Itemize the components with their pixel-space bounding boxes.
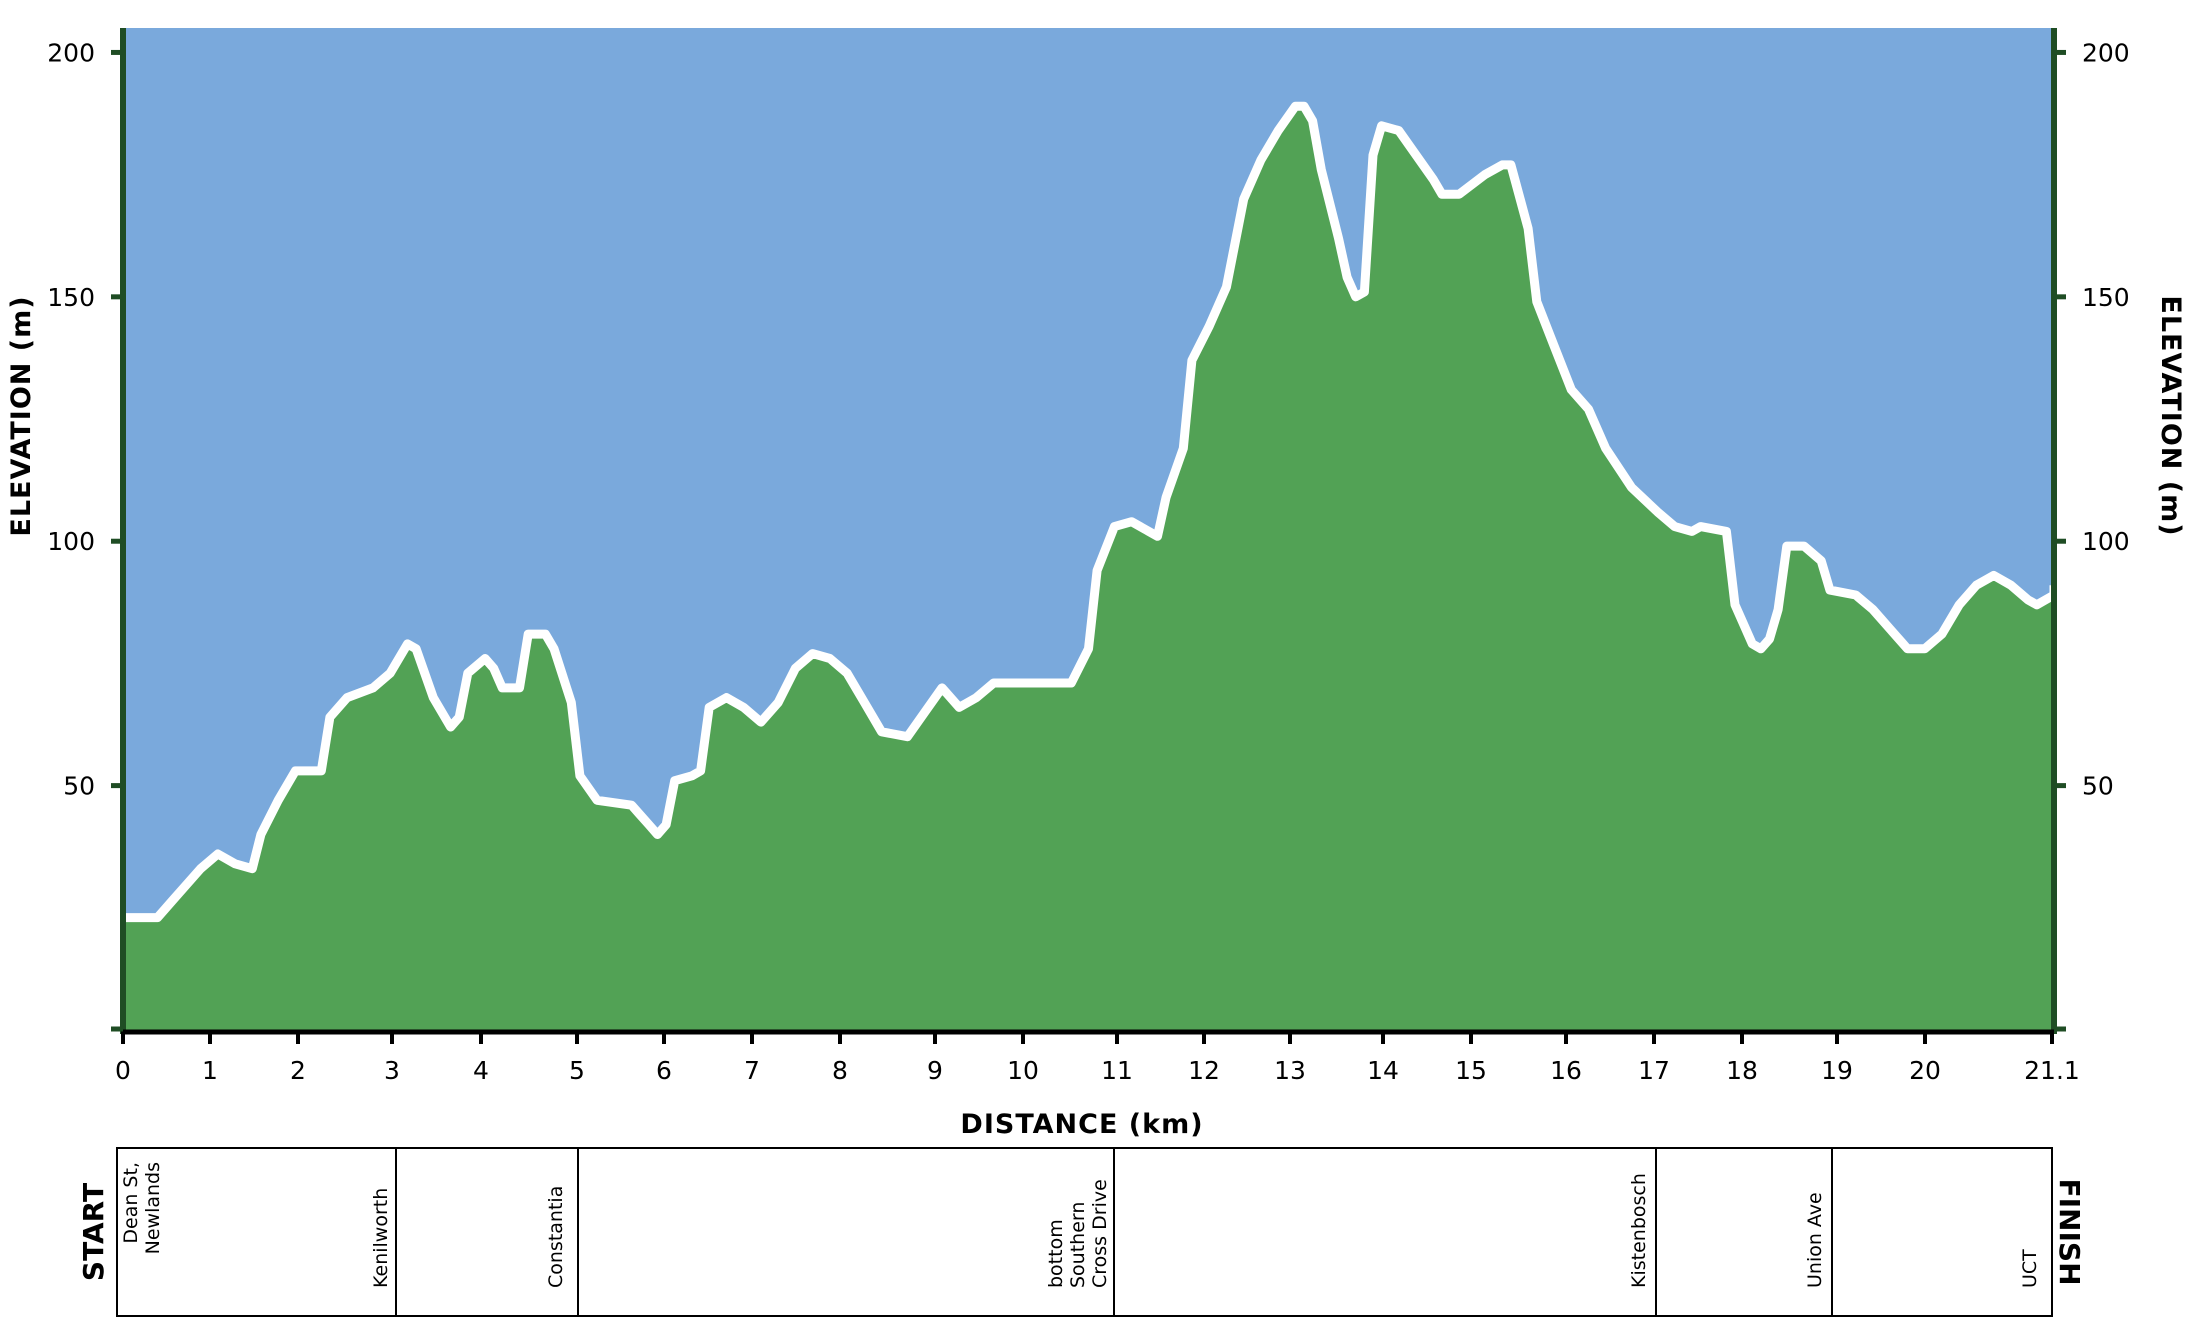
y-axis-title-right: ELEVATION (m) xyxy=(2155,295,2186,536)
terrain-area xyxy=(123,106,2054,1030)
x-tick-label: 18 xyxy=(1726,1056,1758,1085)
terrain-outline xyxy=(123,101,2059,923)
y-axis-title-left: ELEVATION (m) xyxy=(6,295,37,536)
x-tick-label: 19 xyxy=(1821,1056,1853,1085)
y-tick-label-right: 50 xyxy=(2082,772,2114,801)
x-tick-label: 3 xyxy=(384,1056,400,1085)
x-tick-label: 1 xyxy=(202,1056,218,1085)
x-tick-label: 0 xyxy=(115,1056,131,1085)
landmark-label: Kistenbosch xyxy=(1628,1173,1650,1288)
y-tick-label-left: 150 xyxy=(47,283,95,312)
x-tick-label: 10 xyxy=(1007,1056,1039,1085)
landmark-label: Constantia xyxy=(545,1186,567,1288)
landmark-strip-frame xyxy=(116,1147,2053,1317)
start-label: START xyxy=(77,1183,110,1281)
y-axis-ticks: 50 50 100 100 150 150 200 200 xyxy=(47,38,2130,1032)
x-tick-label: 21.1 xyxy=(2024,1056,2080,1085)
x-tick-label: 4 xyxy=(473,1056,489,1085)
x-tick-label: 11 xyxy=(1101,1056,1133,1085)
landmark-label: Dean St, xyxy=(120,1162,142,1244)
x-tick-label: 20 xyxy=(1909,1056,1941,1085)
landmark-label: Newlands xyxy=(142,1162,164,1254)
x-tick-label: 17 xyxy=(1638,1056,1670,1085)
landmark-label: Southern xyxy=(1067,1202,1089,1288)
x-tick-label: 8 xyxy=(832,1056,848,1085)
y-tick-label-right: 100 xyxy=(2082,527,2130,556)
x-axis-title: DISTANCE (km) xyxy=(960,1109,1203,1140)
landmark-label: Union Ave xyxy=(1804,1192,1826,1288)
x-tick-label: 13 xyxy=(1274,1056,1306,1085)
x-tick-label: 16 xyxy=(1550,1056,1582,1085)
finish-label: FINISH xyxy=(2053,1179,2086,1286)
x-tick-label: 6 xyxy=(656,1056,672,1085)
landmark-label: Kenilworth xyxy=(370,1188,392,1288)
y-tick-label-left: 50 xyxy=(63,772,95,801)
y-tick-label-right: 150 xyxy=(2082,283,2130,312)
y-tick-label-right: 200 xyxy=(2082,38,2130,67)
landmark-label: bottom xyxy=(1045,1219,1067,1288)
x-tick-label: 12 xyxy=(1188,1056,1220,1085)
y-tick-label-left: 100 xyxy=(47,527,95,556)
landmark-strip: Dean St, Newlands Kenilworth Constantia bott… xyxy=(77,1147,2086,1317)
axes xyxy=(120,28,2057,1035)
x-axis-ticks: 0 1 2 3 4 5 6 7 8 9 10 11 12 13 14 15 16 17 18 19 20 21.1 xyxy=(115,1030,2080,1085)
x-tick-label: 5 xyxy=(569,1056,585,1085)
landmark-label: Cross Drive xyxy=(1089,1179,1111,1288)
landmark-label: UCT xyxy=(2019,1249,2041,1288)
x-tick-label: 7 xyxy=(744,1056,760,1085)
x-tick-label: 9 xyxy=(927,1056,943,1085)
x-tick-label: 2 xyxy=(290,1056,306,1085)
x-tick-label: 14 xyxy=(1367,1056,1399,1085)
y-tick-label-left: 200 xyxy=(47,38,95,67)
x-tick-label: 15 xyxy=(1455,1056,1487,1085)
